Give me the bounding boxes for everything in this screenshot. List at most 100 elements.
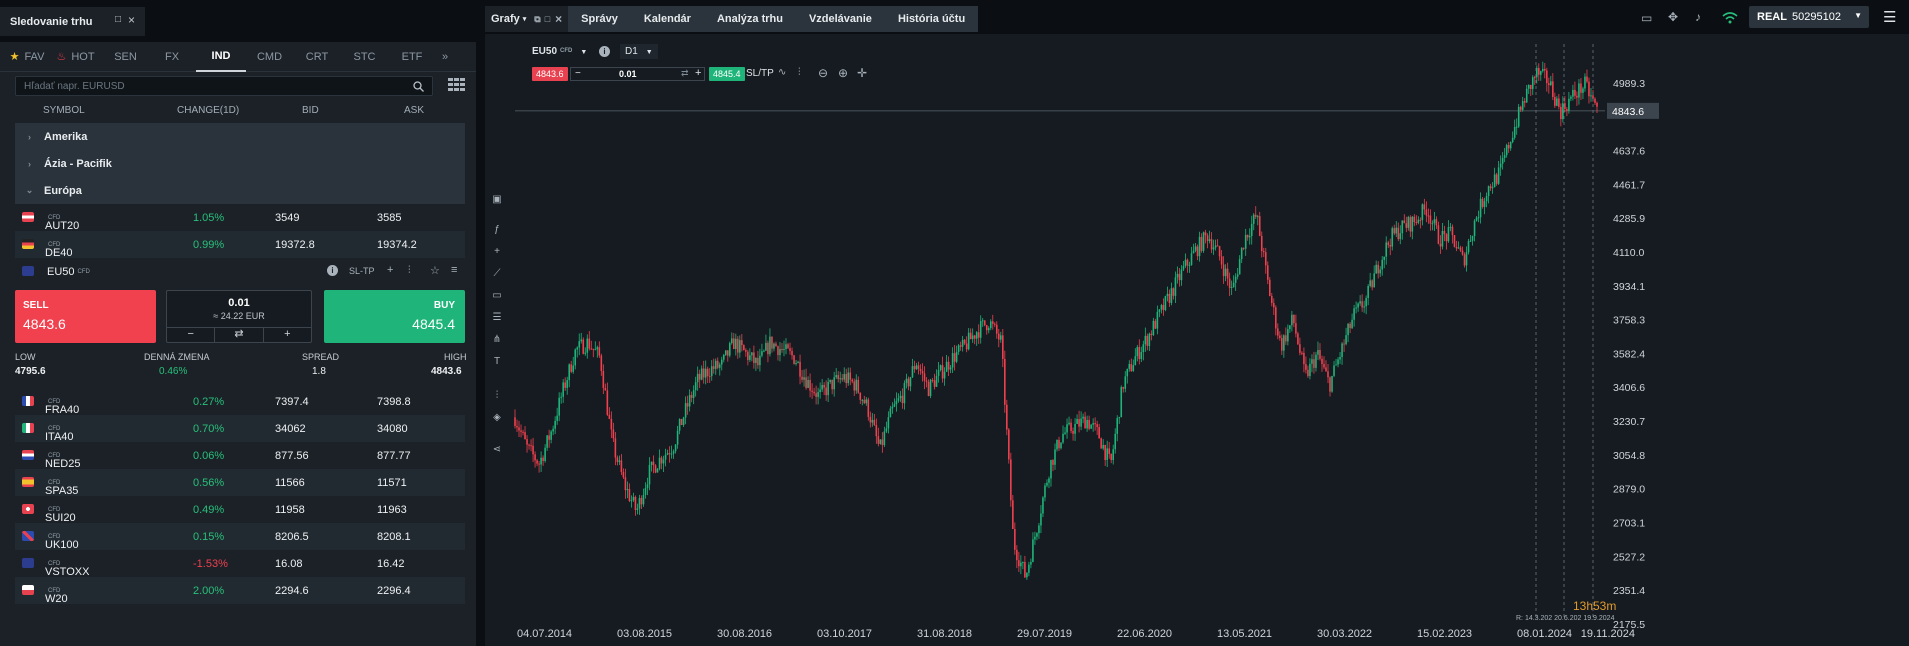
candle-body [1010, 459, 1012, 501]
star-outline-icon[interactable]: ☆ [430, 265, 440, 277]
chart-volume-stepper[interactable]: − 0.01 ⇄ + [570, 67, 705, 81]
splitter[interactable] [477, 0, 485, 646]
candle-body [1242, 247, 1245, 249]
col-change[interactable]: CHANGE(1D) [177, 105, 240, 116]
chart-volume-value[interactable]: 0.01 [619, 69, 637, 79]
crosshair-icon[interactable]: ✛ [857, 66, 868, 80]
group-europa[interactable]: ⌄ Európa [15, 177, 465, 204]
rectangle-icon[interactable]: ▭ [492, 290, 502, 301]
tab-kalendar[interactable]: Kalendár [630, 6, 704, 32]
sort-icon[interactable]: ≡ [451, 264, 458, 276]
tab-hot[interactable]: ♨ HOT [56, 50, 95, 64]
candle-body [1188, 264, 1191, 266]
bell-icon[interactable]: ♪ [1695, 10, 1701, 24]
table-row[interactable]: NED25 CFD 0.06% 877.56 877.77 [15, 442, 465, 470]
candle-body [562, 382, 564, 397]
market-watch-tab[interactable]: Sledovanie trhu □ × [0, 7, 145, 36]
tab-cmd[interactable]: CMD [256, 50, 283, 63]
info-icon[interactable]: i [327, 265, 338, 276]
expand-icon[interactable]: ✥ [1668, 10, 1679, 24]
buy-button[interactable]: BUY 4845.4 [324, 290, 465, 343]
table-row[interactable]: SPA35 CFD 0.56% 11566 11571 [15, 469, 465, 497]
table-row[interactable]: DE40 CFD 0.99% 19372.8 19374.2 [15, 231, 465, 259]
volume-value[interactable]: 0.01 [228, 297, 250, 309]
tab-sen[interactable]: SEN [114, 50, 137, 63]
maximize-icon[interactable]: □ [544, 14, 551, 24]
candle-body [1246, 234, 1249, 238]
candle-body [897, 398, 900, 401]
volume-plus-button[interactable]: + [284, 328, 291, 340]
table-row[interactable]: ITA40 CFD 0.70% 34062 34080 [15, 415, 465, 443]
search-icon[interactable] [413, 81, 424, 92]
tab-fav[interactable]: ★ FAV [9, 50, 45, 64]
chart-sell-button[interactable]: 4843.6 [532, 67, 568, 81]
maximize-icon[interactable]: □ [115, 14, 122, 25]
pitchfork-icon[interactable]: ⋔ [492, 334, 502, 345]
grid-view-icon[interactable] [448, 78, 466, 92]
swap-icon[interactable]: ⇄ [215, 328, 264, 342]
col-bid[interactable]: BID [302, 105, 319, 116]
tab-fx[interactable]: FX [164, 50, 180, 63]
tab-stc[interactable]: STC [353, 50, 376, 63]
layout-icon[interactable]: ▭ [1641, 11, 1653, 25]
table-row[interactable]: UK100 CFD 0.15% 8206.5 8208.1 [15, 523, 465, 551]
tabs-next-icon[interactable]: » [441, 50, 449, 63]
chart-symbol[interactable]: EU50 CFD ▼ [532, 46, 588, 57]
zoom-out-icon[interactable]: ⊖ [818, 66, 829, 80]
candle-body [849, 372, 852, 380]
tab-ind[interactable]: IND [196, 42, 246, 72]
table-row[interactable]: FRA40 CFD 0.27% 7397.4 7398.8 [15, 388, 465, 416]
share-icon[interactable]: ⋖ [492, 444, 502, 455]
tab-grafy[interactable]: Grafy ▾ ⧉ □ × [485, 6, 569, 32]
tab-historia[interactable]: História účtu [884, 6, 979, 32]
col-symbol[interactable]: SYMBOL [43, 105, 85, 116]
trendline-icon[interactable]: ⟋ [493, 268, 501, 279]
table-row[interactable]: SUI20 CFD 0.49% 11958 11963 [15, 496, 465, 524]
tab-spravy[interactable]: Správy [568, 6, 631, 32]
volume-minus-button[interactable]: − [167, 328, 216, 342]
chart-sltp-button[interactable]: SL/TP [746, 68, 774, 79]
indicators-icon[interactable]: ⫶ [495, 390, 499, 401]
volume-stepper[interactable]: 0.01 ≈ 24.22 EUR − ⇄ + [166, 290, 312, 343]
add-icon[interactable]: + [387, 264, 394, 276]
close-icon[interactable]: × [555, 12, 563, 26]
candles-icon[interactable]: ⫶ [798, 67, 801, 78]
tab-etf[interactable]: ETF [401, 50, 423, 63]
line-chart-icon[interactable]: ∿ [778, 67, 787, 78]
candles-icon[interactable]: ⫶ [408, 265, 411, 276]
close-icon[interactable]: × [128, 13, 136, 27]
search-input[interactable]: Hľadať napr. EURUSD [15, 76, 433, 96]
chart-buy-button[interactable]: 4845.4 [709, 67, 745, 81]
tab-vzdelavanie[interactable]: Vzdelávanie [795, 6, 885, 32]
swap-icon[interactable]: ⇄ [681, 68, 689, 78]
function-icon[interactable]: ƒ [494, 224, 500, 235]
text-tool-icon[interactable]: T [493, 356, 501, 367]
col-ask[interactable]: ASK [404, 105, 425, 116]
candle-body [1252, 214, 1255, 224]
chart-type-icon[interactable]: ▣ [492, 194, 502, 205]
info-icon[interactable]: i [599, 46, 610, 57]
crosshair-tool-icon[interactable]: + [494, 246, 500, 257]
table-row[interactable]: VSTOXX CFD -1.53% 16.08 16.42 [15, 550, 465, 578]
table-row[interactable]: AUT20 CFD 1.05% 3549 3585 [15, 204, 465, 232]
tab-crt[interactable]: CRT [305, 50, 329, 63]
table-row[interactable]: W20 CFD 2.00% 2294.6 2296.4 [15, 577, 465, 605]
menu-icon[interactable]: ☰ [1883, 9, 1897, 26]
group-amerika[interactable]: › Amerika [15, 123, 465, 150]
fibonacci-icon[interactable]: ☰ [492, 312, 502, 323]
table-row[interactable]: EU50 CFD i SL-TP + ⫶ ☆ ≡ [15, 258, 465, 286]
chart-area[interactable]: EU50 CFD ▼ i D1 ▼ 4843.6 − 0.01 ⇄ + 4845.4 … [485, 34, 1909, 646]
zoom-in-icon[interactable]: ⊕ [838, 66, 849, 80]
chart-volume-plus[interactable]: + [695, 67, 702, 79]
price-chart[interactable]: 4989.3 4637.6 4461.7 4285.9 4110.0 3934.1 3758… [485, 34, 1909, 646]
group-azia[interactable]: › Ázia - Pacifik [15, 150, 465, 177]
layers-icon[interactable]: ◈ [493, 412, 501, 423]
account-selector[interactable]: REAL 50295102 ▼ [1749, 6, 1869, 28]
candle-body [927, 381, 930, 397]
sltp-button[interactable]: SL-TP [349, 266, 375, 276]
timeframe-select[interactable]: D1 ▼ [620, 44, 658, 59]
sell-button[interactable]: SELL 4843.6 [15, 290, 156, 343]
tab-analyza[interactable]: Analýza trhu [703, 6, 796, 32]
popout-icon[interactable]: ⧉ [534, 13, 541, 24]
chart-volume-minus[interactable]: − [575, 68, 581, 79]
